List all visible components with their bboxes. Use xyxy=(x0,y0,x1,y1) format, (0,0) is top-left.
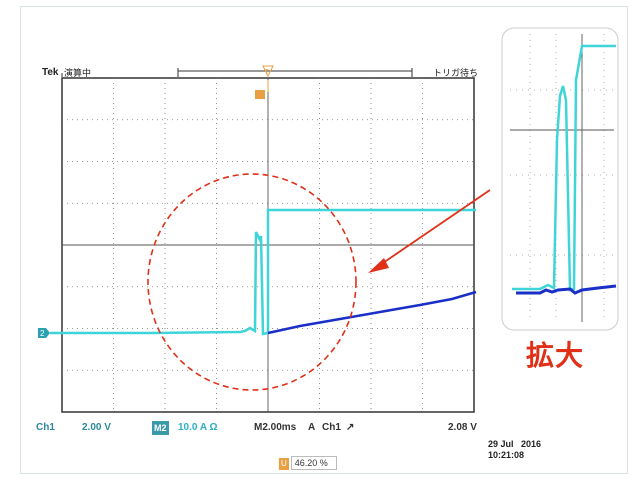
brand-label: Tek xyxy=(42,67,59,78)
trigger-marker-label: T xyxy=(265,69,270,76)
trigger-marker: T xyxy=(255,65,274,99)
channel-marker-label: 2 xyxy=(40,329,45,338)
trigger-position-marker: U xyxy=(279,458,289,470)
zoom-panel-plot xyxy=(501,27,619,331)
math-badge: M2 xyxy=(152,421,169,435)
zoom-region-circle xyxy=(147,173,357,391)
math-scale: 10.0 A Ω xyxy=(178,422,218,433)
trigger-status: トリガ待ち xyxy=(432,68,478,78)
blue-trace xyxy=(267,290,477,335)
channel-ground-marker: 2 xyxy=(38,328,50,338)
trigger-level: 2.08 V xyxy=(448,422,477,433)
ch1-scale: 2.00 V xyxy=(82,422,111,433)
header-bracket xyxy=(61,68,413,77)
date-text: 29 Jul 2016 xyxy=(488,439,542,449)
time-text: 10:21:08 xyxy=(488,450,525,460)
trigger-position-value: 46.20 % xyxy=(290,456,337,470)
acquisition-status: 演算中 xyxy=(64,68,92,78)
scope-header: Tek 演算中 トリガ待ち xyxy=(42,67,478,79)
time-marker-icon xyxy=(255,90,265,99)
timebase: M2.00ms xyxy=(254,422,297,433)
ch1-label: Ch1 xyxy=(36,422,55,433)
zoom-label: 拡大 xyxy=(526,339,585,372)
trigger-position: U 46.20 % xyxy=(279,456,337,470)
datetime: 29 Jul 2016 10:21:08 xyxy=(488,439,541,461)
scope-footer: Ch1 2.00 V M2 10.0 A Ω M2.00ms A Ch1 ↗ 2… xyxy=(36,421,480,435)
cyan-trace xyxy=(50,208,476,336)
zoom-arrow xyxy=(368,189,491,273)
trigger-slope-icon: ↗ xyxy=(346,422,355,433)
trigger-source: Ch1 xyxy=(322,422,341,433)
trigger-label: A xyxy=(308,422,316,433)
